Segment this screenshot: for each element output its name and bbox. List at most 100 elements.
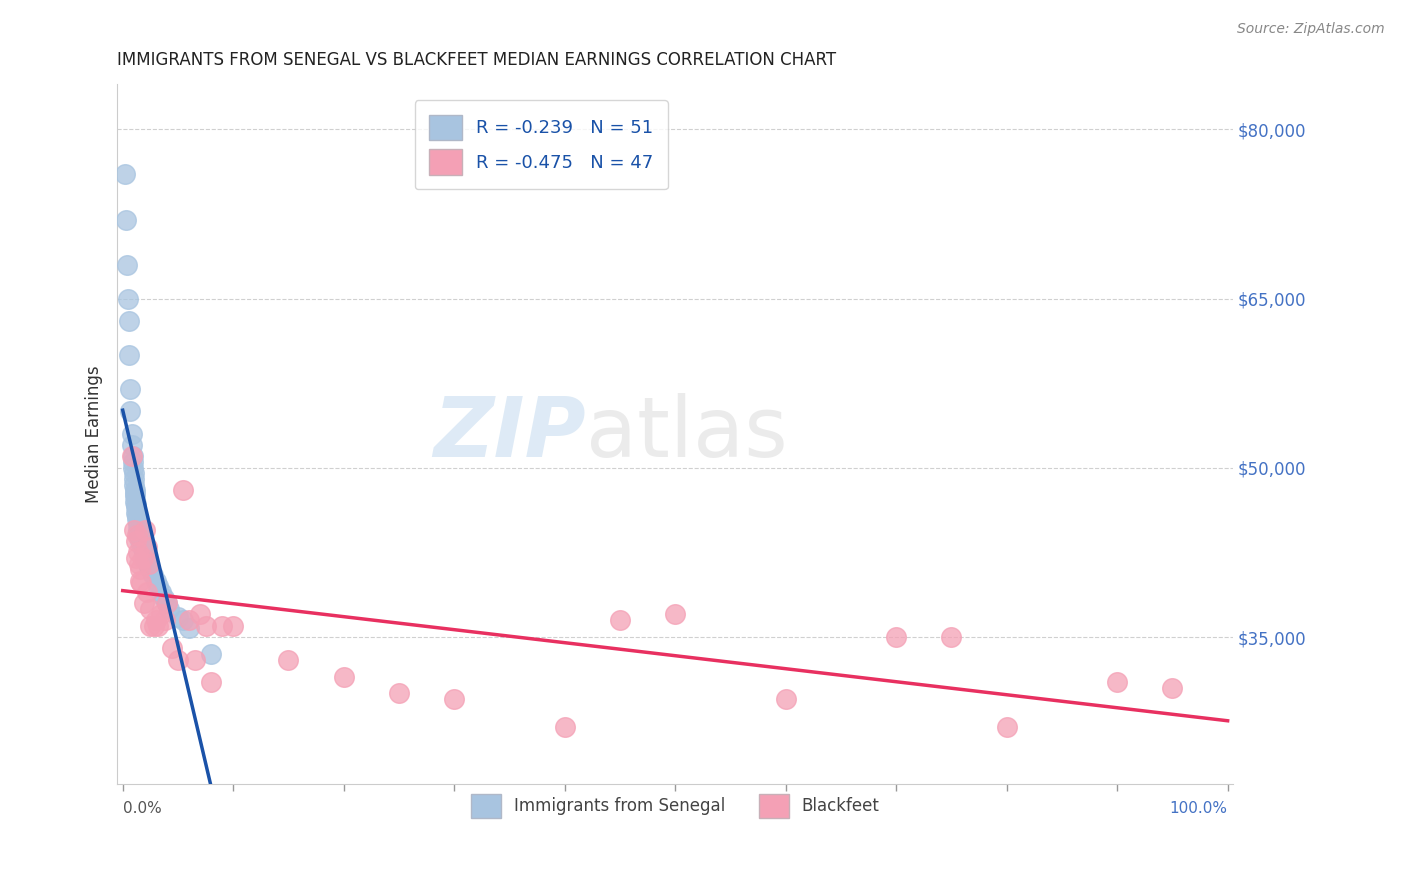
Text: atlas: atlas (586, 393, 787, 475)
Point (277, 652, 299, 666)
Point (664, 607, 686, 622)
Point (121, 450, 143, 464)
Point (121, 450, 143, 464)
Point (884, 630, 907, 644)
Point (142, 619, 165, 633)
Point (121, 438, 143, 452)
Point (136, 551, 159, 566)
Point (125, 511, 148, 525)
Point (194, 619, 217, 633)
Point (124, 494, 146, 508)
Point (124, 489, 146, 503)
Point (118, 314, 141, 328)
Point (131, 540, 153, 554)
Point (125, 534, 148, 549)
Point (128, 557, 150, 571)
Point (167, 652, 190, 666)
Point (156, 596, 179, 610)
Point (134, 523, 156, 537)
Point (129, 534, 152, 549)
Point (127, 545, 149, 559)
Point (127, 517, 149, 532)
Point (128, 528, 150, 542)
Point (145, 574, 167, 588)
Point (134, 551, 156, 566)
Point (128, 526, 150, 541)
Point (941, 630, 963, 644)
Point (156, 596, 179, 610)
Text: Source: ZipAtlas.com: Source: ZipAtlas.com (1237, 22, 1385, 37)
Point (131, 551, 153, 566)
Text: 100.0%: 100.0% (1170, 801, 1227, 815)
Point (117, 292, 139, 306)
Point (173, 483, 195, 498)
Point (139, 619, 162, 633)
Point (122, 467, 145, 481)
Point (388, 686, 411, 700)
Point (125, 508, 148, 523)
Text: ZIP: ZIP (433, 393, 586, 475)
Point (124, 483, 146, 498)
Y-axis label: Median Earnings: Median Earnings (86, 365, 103, 503)
Point (122, 477, 145, 491)
Point (125, 528, 148, 542)
Point (120, 404, 142, 418)
Point (129, 574, 152, 588)
Point (332, 669, 354, 683)
Point (121, 460, 143, 475)
Legend: Immigrants from Senegal, Blackfeet: Immigrants from Senegal, Blackfeet (464, 788, 886, 824)
Text: 0.0%: 0.0% (122, 801, 162, 815)
Point (177, 613, 200, 627)
Point (995, 720, 1018, 734)
Point (145, 613, 167, 627)
Point (138, 560, 160, 574)
Point (114, 168, 136, 182)
Point (122, 472, 145, 486)
Point (129, 562, 152, 576)
Point (121, 455, 143, 469)
Point (125, 506, 148, 520)
Point (136, 585, 159, 599)
Point (177, 621, 200, 635)
Point (124, 485, 146, 500)
Point (131, 575, 153, 590)
Point (135, 553, 157, 567)
Point (125, 551, 148, 566)
Point (121, 426, 143, 441)
Point (129, 531, 152, 545)
Point (146, 579, 169, 593)
Point (146, 619, 169, 633)
Point (139, 562, 162, 576)
Point (115, 258, 138, 272)
Point (132, 545, 155, 559)
Point (118, 348, 141, 362)
Point (125, 500, 148, 515)
Point (1107, 675, 1129, 690)
Point (125, 497, 148, 511)
Point (127, 523, 149, 537)
Point (609, 613, 631, 627)
Point (188, 607, 211, 622)
Point (211, 619, 233, 633)
Point (120, 382, 142, 396)
Point (131, 537, 153, 551)
Point (1161, 681, 1184, 695)
Point (139, 602, 162, 616)
Point (200, 675, 222, 690)
Point (141, 568, 163, 582)
Point (138, 557, 160, 571)
Point (115, 212, 138, 227)
Point (222, 619, 245, 633)
Point (153, 613, 176, 627)
Point (183, 652, 205, 666)
Point (150, 607, 173, 622)
Point (136, 540, 159, 554)
Point (122, 523, 145, 537)
Point (443, 692, 465, 706)
Text: IMMIGRANTS FROM SENEGAL VS BLACKFEET MEDIAN EARNINGS CORRELATION CHART: IMMIGRANTS FROM SENEGAL VS BLACKFEET MED… (117, 51, 837, 69)
Point (132, 596, 155, 610)
Point (157, 602, 180, 616)
Point (554, 720, 576, 734)
Point (167, 609, 190, 624)
Point (150, 585, 173, 599)
